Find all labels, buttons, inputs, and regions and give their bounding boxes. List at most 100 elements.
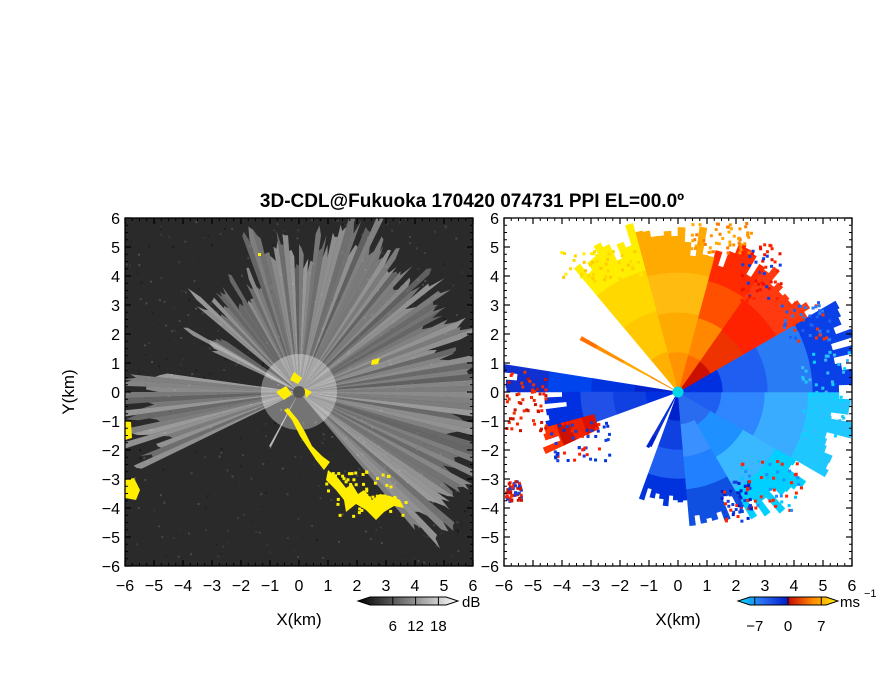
velocity-speck xyxy=(632,253,636,257)
velocity-speck xyxy=(814,336,818,340)
velocity-speck xyxy=(532,419,536,423)
noise-speck xyxy=(444,225,447,228)
noise-speck xyxy=(319,497,322,500)
x-tick-label: 2 xyxy=(353,578,362,595)
velocity-speck xyxy=(760,281,764,285)
velocity-speck xyxy=(738,227,742,231)
snr-beam xyxy=(299,392,446,507)
velocity-cell xyxy=(722,476,743,507)
snr-beam xyxy=(299,278,445,392)
noise-speck xyxy=(194,451,197,454)
velocity-speck xyxy=(771,498,775,502)
snr-beam xyxy=(132,392,299,436)
noise-speck xyxy=(168,236,171,239)
velocity-speck xyxy=(533,390,537,394)
velocity-speck xyxy=(756,282,760,286)
snr-beam xyxy=(299,258,309,392)
snr-highlight-speck xyxy=(354,471,358,475)
velocity-speck xyxy=(540,420,544,424)
velocity-speck xyxy=(831,383,835,387)
velocity-speck xyxy=(818,329,822,333)
snr-highlight-speck xyxy=(367,497,371,501)
noise-speck xyxy=(451,555,454,558)
velocity-speck xyxy=(562,428,566,432)
velocity-speck xyxy=(588,263,592,267)
velocity-speck xyxy=(515,393,519,397)
velocity-speck xyxy=(764,265,768,269)
velocity-speck xyxy=(748,295,752,299)
noise-speck xyxy=(311,219,314,222)
noise-speck xyxy=(190,472,193,475)
velocity-speck xyxy=(794,495,798,499)
noise-speck xyxy=(344,223,347,226)
velocity-speck xyxy=(750,252,754,256)
velocity-speck xyxy=(724,515,728,519)
noise-speck xyxy=(457,537,460,540)
noise-speck xyxy=(455,313,458,316)
noise-speck xyxy=(209,302,212,305)
velocity-cell xyxy=(790,451,829,478)
velocity-speck xyxy=(756,503,760,507)
velocity-speck xyxy=(768,487,772,491)
velocity-speck xyxy=(532,398,536,402)
velocity-speck xyxy=(553,450,557,454)
noise-speck xyxy=(266,460,269,463)
snr-highlight-patch xyxy=(371,358,380,365)
velocity-speck xyxy=(801,329,805,333)
velocity-speck xyxy=(609,267,613,271)
noise-speck xyxy=(440,532,443,535)
noise-speck xyxy=(302,422,305,425)
velocity-speck xyxy=(519,401,523,405)
noise-speck xyxy=(159,228,162,231)
velocity-speck xyxy=(825,336,829,340)
velocity-speck xyxy=(585,428,589,432)
velocity-speck xyxy=(808,378,812,382)
velocity-speck xyxy=(802,409,806,413)
noise-speck xyxy=(173,512,176,515)
snr-highlight-speck xyxy=(336,502,340,506)
colorbar-tick-label: −7 xyxy=(746,618,763,635)
velocity-colorbar: −7 0 7 ms −1 xyxy=(736,588,877,635)
noise-speck xyxy=(345,559,348,562)
velocity-speck xyxy=(518,496,522,500)
velocity-speck xyxy=(746,498,750,502)
snr-beam xyxy=(299,326,473,392)
velocity-speck xyxy=(780,333,784,337)
velocity-speck xyxy=(522,409,526,413)
noise-speck xyxy=(274,437,277,440)
velocity-speck xyxy=(769,496,773,500)
y-tick-label: 0 xyxy=(111,385,120,402)
velocity-speck xyxy=(544,394,548,398)
velocity-speck xyxy=(533,403,537,407)
snr-beam xyxy=(299,392,450,510)
snr-beam xyxy=(299,244,358,392)
velocity-speck xyxy=(574,429,578,433)
velocity-speck xyxy=(803,437,807,441)
velocity-speck xyxy=(800,433,804,437)
snr-beam xyxy=(289,249,299,392)
chart-title: 3D-CDL@Fukuoka 170420 074731 PPI EL=00.0… xyxy=(260,191,684,212)
snr-beam xyxy=(299,392,473,449)
noise-speck xyxy=(417,267,420,270)
noise-speck xyxy=(269,551,272,554)
velocity-cell xyxy=(672,478,679,501)
snr-beam xyxy=(256,286,299,392)
snr-y-axis-label: Y(km) xyxy=(59,369,78,414)
snr-beam xyxy=(299,392,473,399)
noise-speck xyxy=(139,457,142,460)
velocity-speck xyxy=(707,250,711,254)
noise-speck xyxy=(157,525,160,528)
velocity-speck xyxy=(506,495,510,499)
snr-highlight-speck xyxy=(349,483,353,487)
noise-speck xyxy=(293,549,296,552)
noise-speck xyxy=(144,353,147,356)
velocity-cell xyxy=(504,364,550,378)
noise-speck xyxy=(126,368,129,371)
noise-speck xyxy=(315,522,318,525)
noise-speck xyxy=(342,513,345,516)
velocity-speck xyxy=(606,269,610,273)
noise-speck xyxy=(227,529,230,532)
noise-speck xyxy=(171,330,174,333)
snr-highlight-speck xyxy=(365,489,369,493)
